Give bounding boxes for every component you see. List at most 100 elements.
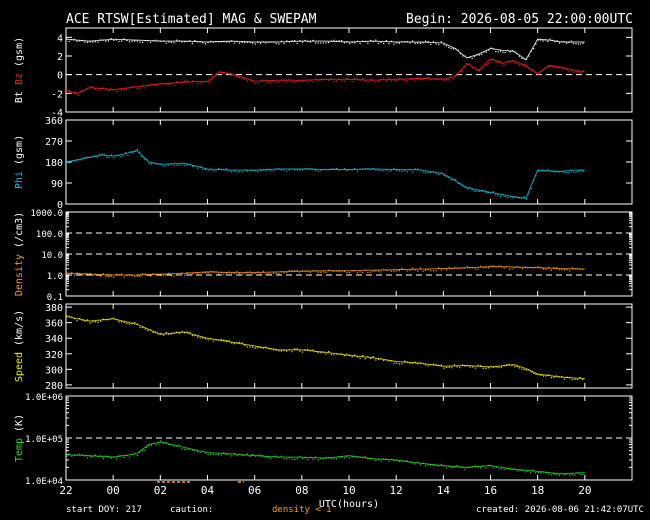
- y-tick-label: 300: [45, 365, 63, 376]
- data-point: [197, 83, 199, 85]
- data-point: [356, 78, 359, 80]
- data-point: [396, 80, 398, 82]
- data-point: [265, 273, 267, 275]
- data-point: [411, 267, 414, 269]
- y-axis-label-part: (km/s): [14, 310, 25, 352]
- data-point: [126, 322, 128, 325]
- data-point: [577, 71, 579, 73]
- data-point: [160, 163, 162, 165]
- data-point: [202, 168, 204, 171]
- data-point: [367, 81, 369, 83]
- data-point: [464, 365, 466, 367]
- data-point: [82, 89, 84, 92]
- data-point: [199, 451, 201, 454]
- data-point: [554, 67, 556, 69]
- data-point: [155, 39, 157, 41]
- data-point: [105, 319, 107, 321]
- data-point: [459, 367, 461, 369]
- data-point: [262, 79, 264, 81]
- data-point: [343, 355, 345, 357]
- data-point: [333, 458, 335, 460]
- data-point: [170, 333, 172, 335]
- data-point: [561, 269, 563, 271]
- data-point: [259, 454, 262, 456]
- data-point: [455, 75, 457, 77]
- data-point: [417, 461, 419, 463]
- y-axis-label: Temp (K): [14, 414, 25, 462]
- data-point: [304, 349, 306, 351]
- data-point: [521, 57, 523, 60]
- data-point: [181, 81, 183, 83]
- data-point: [558, 269, 560, 271]
- data-point: [73, 318, 76, 320]
- data-point: [105, 275, 107, 277]
- data-point: [197, 272, 199, 274]
- data-point: [548, 374, 550, 376]
- data-point: [419, 362, 421, 364]
- data-point: [254, 43, 256, 45]
- data-point: [220, 271, 222, 273]
- data-point: [127, 154, 129, 156]
- data-point: [173, 332, 175, 334]
- data-point: [528, 369, 530, 371]
- data-point: [349, 271, 351, 274]
- data-point: [425, 172, 427, 174]
- data-point: [76, 40, 78, 42]
- data-point: [252, 42, 254, 44]
- data-point: [246, 346, 248, 348]
- data-point: [121, 455, 123, 457]
- data-point: [367, 458, 369, 460]
- data-point: [582, 473, 584, 475]
- data-point: [275, 168, 277, 170]
- data-point: [490, 192, 492, 194]
- data-point: [275, 272, 277, 274]
- data-point: [490, 47, 492, 49]
- data-point: [197, 167, 199, 169]
- data-point: [118, 273, 120, 276]
- data-point: [121, 40, 123, 42]
- series-line: [65, 266, 585, 276]
- data-point: [207, 170, 209, 172]
- data-point: [511, 268, 513, 270]
- data-point: [143, 449, 145, 451]
- data-point: [160, 40, 162, 42]
- data-point: [128, 456, 131, 458]
- data-point: [497, 194, 499, 196]
- data-point: [427, 77, 429, 79]
- data-point: [487, 267, 490, 269]
- data-point: [186, 272, 188, 274]
- y-tick-label: 1.0E+06: [25, 393, 63, 403]
- data-point: [485, 51, 487, 53]
- data-point: [259, 273, 262, 275]
- data-point: [432, 171, 435, 173]
- data-point: [521, 368, 523, 370]
- data-point: [103, 153, 105, 155]
- y-tick-label: 180: [45, 158, 63, 169]
- data-point: [573, 42, 575, 45]
- data-point: [275, 349, 277, 351]
- data-point: [351, 270, 353, 272]
- data-point: [121, 321, 123, 323]
- data-point: [406, 80, 408, 82]
- data-point: [553, 267, 555, 269]
- data-point: [134, 40, 136, 42]
- data-point: [312, 168, 314, 170]
- data-point: [367, 356, 369, 358]
- data-point: [472, 466, 474, 468]
- data-point: [265, 346, 267, 348]
- data-point: [267, 168, 269, 170]
- data-point: [110, 37, 112, 40]
- data-point: [456, 366, 458, 368]
- data-point: [574, 268, 576, 270]
- data-point: [152, 40, 154, 42]
- data-point: [280, 79, 283, 81]
- y-tick-label: 320: [45, 350, 63, 361]
- data-point: [540, 374, 542, 376]
- data-point: [236, 455, 238, 457]
- data-point: [472, 366, 474, 368]
- data-point: [254, 455, 256, 457]
- data-point: [170, 275, 172, 277]
- data-point: [440, 364, 442, 366]
- data-point: [191, 80, 193, 82]
- data-point: [202, 42, 204, 44]
